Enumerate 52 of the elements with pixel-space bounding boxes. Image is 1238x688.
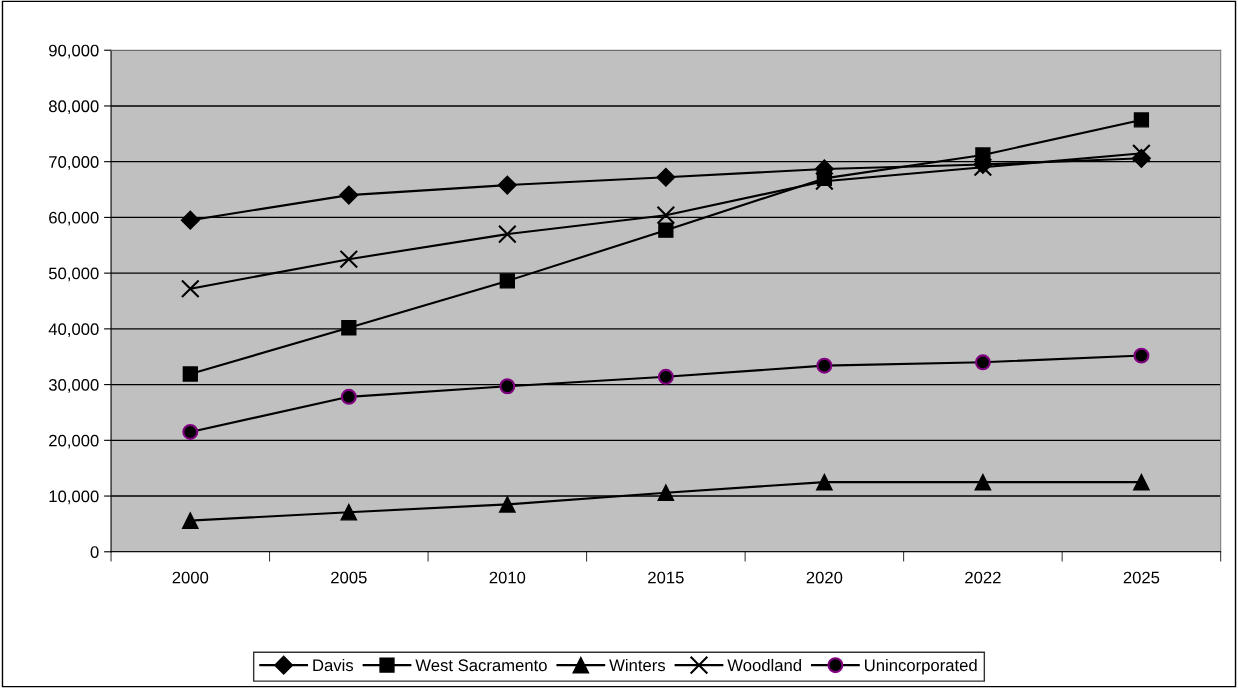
x-tick-label: 2025 — [1123, 571, 1160, 584]
point — [974, 354, 991, 371]
point — [657, 368, 674, 385]
point — [340, 388, 357, 405]
point — [974, 473, 992, 491]
y-tick-label: 20,000 — [49, 434, 99, 449]
y-tick-label: 0 — [90, 546, 99, 558]
legend-label: West Sacramento — [415, 659, 547, 672]
point — [1133, 473, 1150, 491]
point — [1133, 347, 1150, 364]
y-tick-label: 50,000 — [48, 267, 99, 282]
point — [180, 210, 200, 230]
legend-label: Unincorporated — [865, 658, 977, 675]
point — [182, 366, 198, 382]
y-tick-label: 90,000 — [49, 44, 99, 59]
point — [1132, 143, 1151, 163]
x-tick-label: 2005 — [331, 571, 367, 584]
point — [815, 171, 834, 191]
point — [180, 279, 200, 299]
point — [182, 423, 199, 440]
point — [497, 224, 517, 244]
point — [816, 357, 833, 374]
point — [497, 175, 517, 195]
point — [499, 273, 515, 289]
point — [339, 249, 359, 269]
y-tick-label: 10,000 — [49, 490, 99, 505]
point — [658, 222, 674, 238]
point — [339, 185, 359, 205]
point — [656, 205, 676, 225]
x-tick-label: 2015 — [648, 571, 684, 584]
point — [1133, 112, 1150, 128]
point — [656, 167, 676, 187]
point — [975, 147, 991, 163]
point — [340, 503, 358, 521]
y-tick-label: 40,000 — [48, 323, 99, 338]
point — [499, 496, 516, 513]
point — [816, 473, 833, 491]
point — [657, 484, 675, 502]
legend-label: Winters — [609, 658, 666, 672]
x-tick-label: 2020 — [806, 571, 843, 584]
x-tick-label: 2010 — [489, 571, 526, 584]
x-tick-label: 2000 — [172, 571, 209, 584]
point — [341, 320, 357, 336]
y-tick-label: 60,000 — [49, 211, 99, 226]
point — [181, 512, 199, 529]
y-tick-label: 80,000 — [49, 100, 99, 115]
legend-label: Woodland — [727, 658, 801, 672]
y-tick-label: 70,000 — [49, 156, 99, 170]
y-tick-label: 30,000 — [48, 378, 99, 393]
legend-label: Davis — [313, 658, 354, 672]
x-tick-label: 2022 — [965, 571, 1001, 584]
point — [499, 378, 516, 395]
